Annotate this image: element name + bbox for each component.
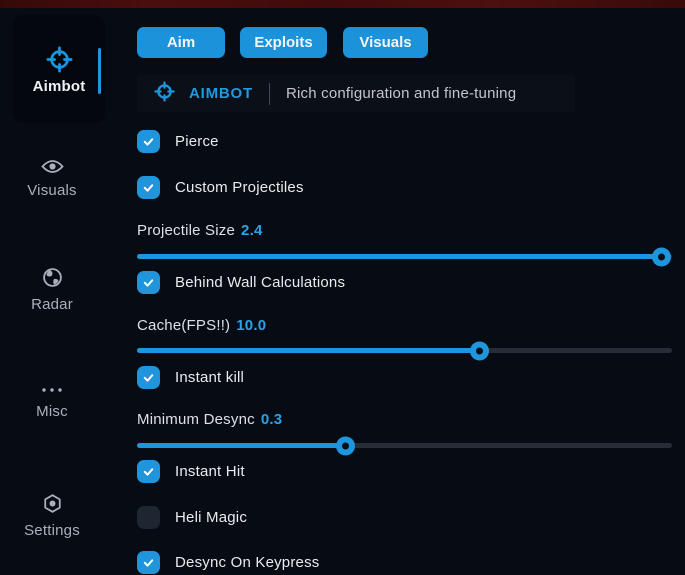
slider-value: 10.0	[236, 317, 267, 334]
slider-label-text: Projectile Size	[137, 222, 236, 239]
slider-fill	[137, 254, 662, 259]
checkbox-row-custom-projectiles: Custom Projectiles	[137, 176, 304, 199]
crosshair-icon	[13, 15, 105, 73]
slider-label-text: Minimum Desync	[137, 411, 255, 428]
slider-label-minimum-desync: Minimum Desync 0.3	[137, 411, 282, 428]
checkbox-row-instant-hit: Instant Hit	[137, 460, 245, 483]
checkbox-behind-wall-calculations[interactable]	[137, 271, 160, 294]
checkbox-label: Instant Hit	[175, 463, 245, 480]
sidebar-item-misc[interactable]: Misc	[0, 384, 104, 420]
slider-thumb[interactable]	[469, 341, 489, 360]
sidebar-item-label: Settings	[24, 522, 80, 539]
checkbox-label: Desync On Keypress	[175, 554, 320, 571]
sidebar-item-radar[interactable]: Radar	[0, 266, 104, 313]
checkbox-custom-projectiles[interactable]	[137, 176, 160, 199]
slider-value: 2.4	[241, 222, 263, 239]
checkbox-label: Heli Magic	[175, 509, 248, 526]
sidebar-item-aimbot[interactable]: Aimbot	[13, 15, 105, 123]
checkbox-label: Pierce	[175, 133, 219, 150]
tab-exploits[interactable]: Exploits	[240, 27, 327, 58]
section-title: AIMBOT	[189, 85, 253, 102]
tab-visuals[interactable]: Visuals	[343, 27, 428, 58]
slider-cache-fps[interactable]	[137, 341, 672, 360]
slider-label-projectile-size: Projectile Size 2.4	[137, 222, 263, 239]
slider-thumb[interactable]	[336, 436, 356, 455]
checkbox-row-instant-kill: Instant kill	[137, 366, 244, 389]
sidebar-item-label: Misc	[36, 403, 68, 420]
slider-thumb[interactable]	[651, 247, 671, 266]
slider-fill	[137, 443, 346, 448]
active-indicator	[98, 48, 101, 94]
sidebar-item-label: Visuals	[27, 182, 77, 199]
slider-fill	[137, 348, 480, 353]
sidebar-item-visuals[interactable]: Visuals	[0, 158, 104, 199]
gear-icon	[0, 492, 104, 515]
checkbox-label: Behind Wall Calculations	[175, 274, 346, 291]
slider-projectile-size[interactable]	[137, 247, 672, 266]
controls-panel: Pierce Custom Projectiles Projectile Size 2…	[137, 0, 672, 575]
divider	[268, 82, 270, 105]
sidebar-item-label: Radar	[31, 296, 73, 313]
checkbox-row-pierce: Pierce	[137, 130, 219, 153]
section-subtitle: Rich configuration and fine-tuning	[285, 85, 517, 102]
checkbox-instant-kill[interactable]	[137, 366, 160, 389]
ellipsis-icon	[0, 384, 104, 396]
tab-aim[interactable]: Aim	[137, 27, 225, 58]
checkbox-row-heli-magic: Heli Magic	[137, 506, 247, 529]
top-red-strip	[0, 0, 685, 8]
eye-icon	[0, 158, 104, 175]
checkbox-pierce[interactable]	[137, 130, 160, 153]
checkbox-label: Instant kill	[175, 369, 245, 386]
sidebar-item-settings[interactable]: Settings	[0, 492, 104, 539]
checkbox-desync-on-keypress[interactable]	[137, 551, 160, 574]
checkbox-row-behind-wall-calculations: Behind Wall Calculations	[137, 271, 345, 294]
section-header: AIMBOT Rich configuration and fine-tunin…	[137, 75, 575, 112]
checkbox-label: Custom Projectiles	[175, 179, 304, 196]
slider-value: 0.3	[260, 411, 283, 428]
slider-minimum-desync[interactable]	[137, 436, 672, 455]
checkbox-row-desync-on-keypress: Desync On Keypress	[137, 551, 320, 574]
sidebar-item-label: Aimbot	[32, 78, 86, 95]
checkbox-heli-magic[interactable]	[137, 506, 160, 529]
checkbox-instant-hit[interactable]	[137, 460, 160, 483]
slider-label-cache-fps: Cache(FPS!!) 10.0	[137, 317, 266, 334]
crosshair-icon	[154, 80, 175, 107]
slider-label-text: Cache(FPS!!)	[137, 317, 231, 334]
globe-icon	[0, 266, 104, 289]
